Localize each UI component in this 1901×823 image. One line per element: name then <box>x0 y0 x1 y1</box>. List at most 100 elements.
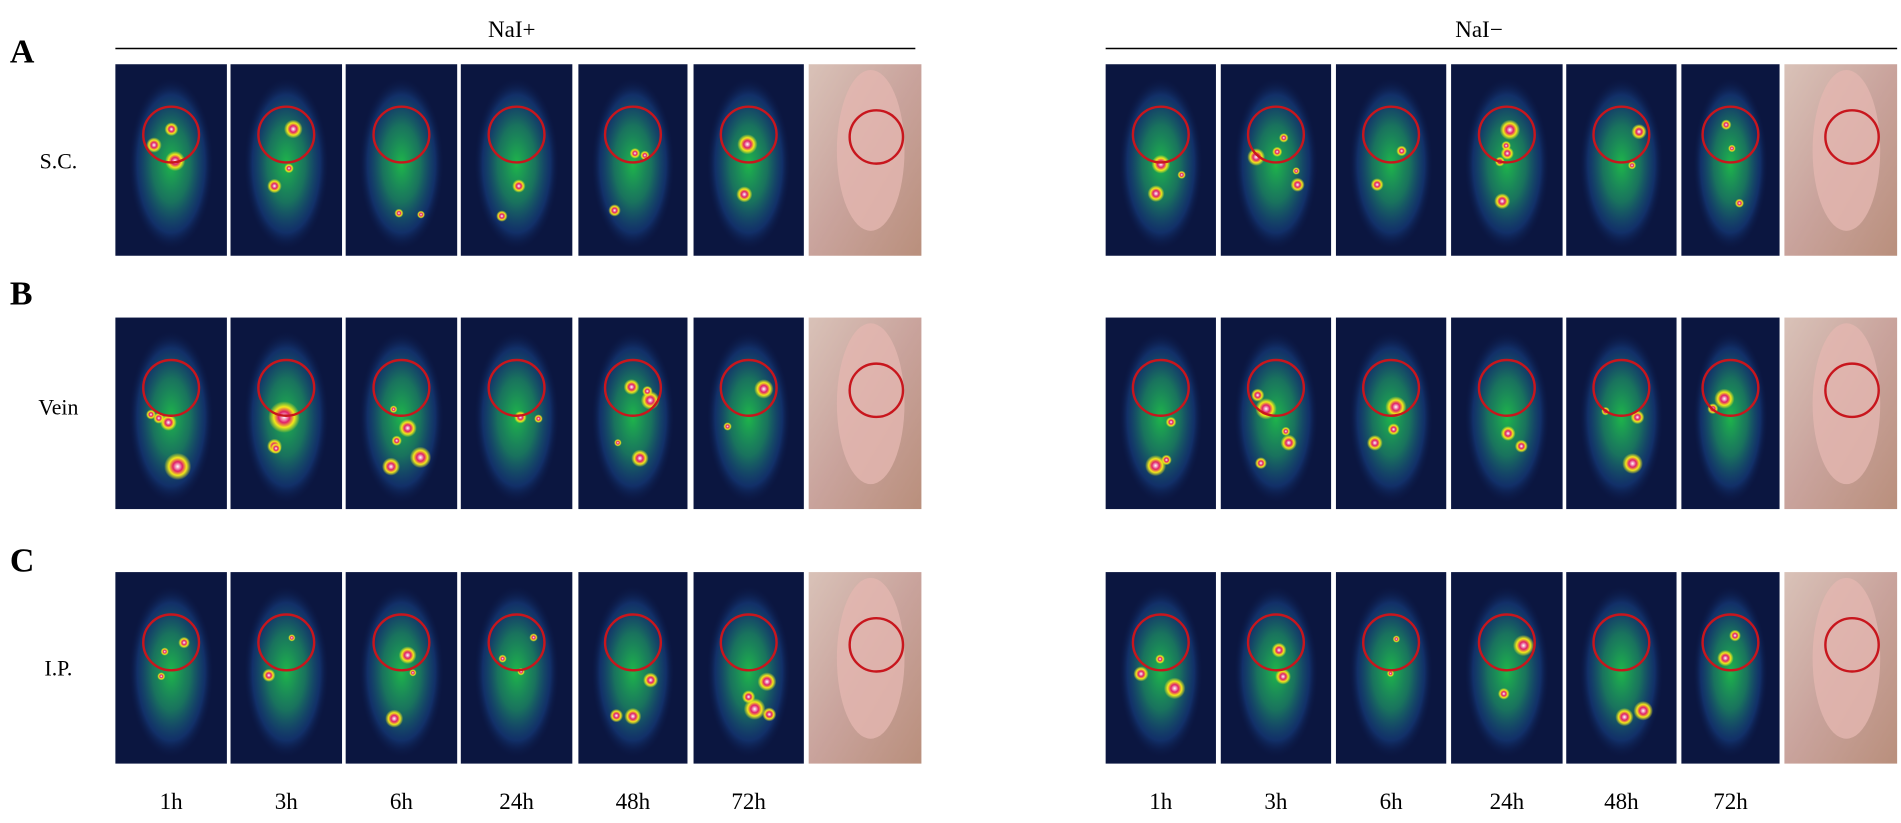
signal-glow <box>1693 330 1768 504</box>
time-label: 24h <box>1490 788 1525 814</box>
hot-spot <box>529 633 538 642</box>
roi-circle <box>257 358 316 417</box>
hot-spot <box>608 204 621 217</box>
hot-spot <box>534 414 543 423</box>
group-title: NaI+ <box>488 16 535 42</box>
roi-circle <box>719 105 778 164</box>
signal-glow <box>243 585 329 758</box>
hot-spot <box>1720 119 1732 131</box>
hot-spot <box>498 654 507 663</box>
signal-glow <box>359 585 444 758</box>
hot-spot <box>382 457 401 476</box>
signal-glow <box>1579 77 1664 251</box>
hot-spot <box>1255 398 1277 420</box>
roi-circle <box>1131 613 1190 672</box>
hot-spot <box>268 401 300 433</box>
hot-spot <box>757 672 777 692</box>
roi-circle <box>372 358 431 417</box>
hot-spot <box>1133 666 1149 682</box>
hot-spot <box>1254 457 1267 470</box>
hot-spot <box>267 178 282 194</box>
roi-circle <box>1824 109 1880 165</box>
hot-spot <box>1499 119 1521 140</box>
roi-circle <box>142 105 201 164</box>
hot-spot <box>160 414 177 431</box>
roi-circle <box>142 613 201 672</box>
hot-spot <box>1145 455 1167 477</box>
signal-glow <box>591 77 675 251</box>
hot-spot <box>1514 439 1528 453</box>
group-title: NaI− <box>1455 16 1502 42</box>
hot-spot <box>1494 193 1511 210</box>
signal-glow <box>1234 585 1318 758</box>
roi-circle <box>1592 613 1651 672</box>
time-label: 72h <box>731 788 766 814</box>
hot-spot <box>1147 185 1165 202</box>
panels <box>115 64 1898 764</box>
roi-circle <box>603 358 663 417</box>
hot-spot <box>1728 144 1736 153</box>
time-label: 3h <box>1264 788 1288 814</box>
hot-spot <box>1165 416 1177 428</box>
roi-circle <box>603 613 663 672</box>
hot-spot <box>394 208 404 218</box>
hot-spot <box>614 438 622 447</box>
roi-circle <box>1362 358 1421 417</box>
signal-glow <box>128 585 214 758</box>
hot-spot <box>1714 388 1735 409</box>
roi-circle <box>1477 358 1536 417</box>
hot-spot <box>385 709 404 728</box>
signal-glow <box>243 77 329 251</box>
hot-spot <box>1385 396 1407 418</box>
time-label: 1h <box>1149 788 1173 814</box>
hot-spot <box>743 698 766 720</box>
hot-spot <box>1271 642 1287 658</box>
hot-spot <box>417 210 426 219</box>
roi-circle <box>1131 358 1190 417</box>
signal-glow <box>1349 77 1434 251</box>
hot-spot <box>389 405 398 414</box>
hot-spot <box>1631 124 1647 140</box>
signal-glow <box>1579 330 1664 504</box>
hot-spot <box>496 210 508 222</box>
time-label: 48h <box>616 788 651 814</box>
signal-glow <box>1234 77 1318 251</box>
roi-circle <box>1246 358 1306 417</box>
roi-circle <box>257 105 316 164</box>
signal-glow <box>1464 330 1550 504</box>
roi-circle <box>1362 613 1421 672</box>
signal-glow <box>1693 585 1768 758</box>
hot-spot <box>1163 677 1186 700</box>
hot-spot <box>1272 146 1283 157</box>
roi-circle <box>848 362 905 419</box>
hot-spot <box>1615 707 1634 727</box>
hot-spot <box>623 379 640 395</box>
hot-spot <box>1500 146 1514 160</box>
hot-spot <box>1717 649 1734 667</box>
mouse-body <box>1812 577 1881 739</box>
row-letter: A <box>10 33 35 70</box>
signal-glow <box>1464 77 1550 251</box>
hot-spot <box>1366 435 1383 451</box>
hot-spot <box>262 668 276 682</box>
roi-circle <box>1477 613 1536 672</box>
signal-glow <box>474 585 559 758</box>
hot-spot <box>1290 177 1305 192</box>
row-label: S.C. <box>40 150 78 174</box>
mouse-body <box>836 323 905 485</box>
signal-glow <box>706 330 791 504</box>
roi-circle <box>719 358 778 417</box>
hot-spot <box>1247 148 1266 166</box>
hot-spot <box>164 452 192 481</box>
hot-spot <box>1280 434 1297 451</box>
roi-circle <box>142 358 201 417</box>
row-letter: C <box>10 542 35 579</box>
signal-glow <box>706 77 791 251</box>
hot-spot <box>1278 133 1289 143</box>
hot-spot <box>146 137 162 153</box>
roi-circle <box>487 358 546 417</box>
roi-circle <box>603 105 663 164</box>
roi-circle <box>1592 105 1651 164</box>
hot-spot <box>1734 198 1745 208</box>
time-label: 24h <box>499 788 534 814</box>
